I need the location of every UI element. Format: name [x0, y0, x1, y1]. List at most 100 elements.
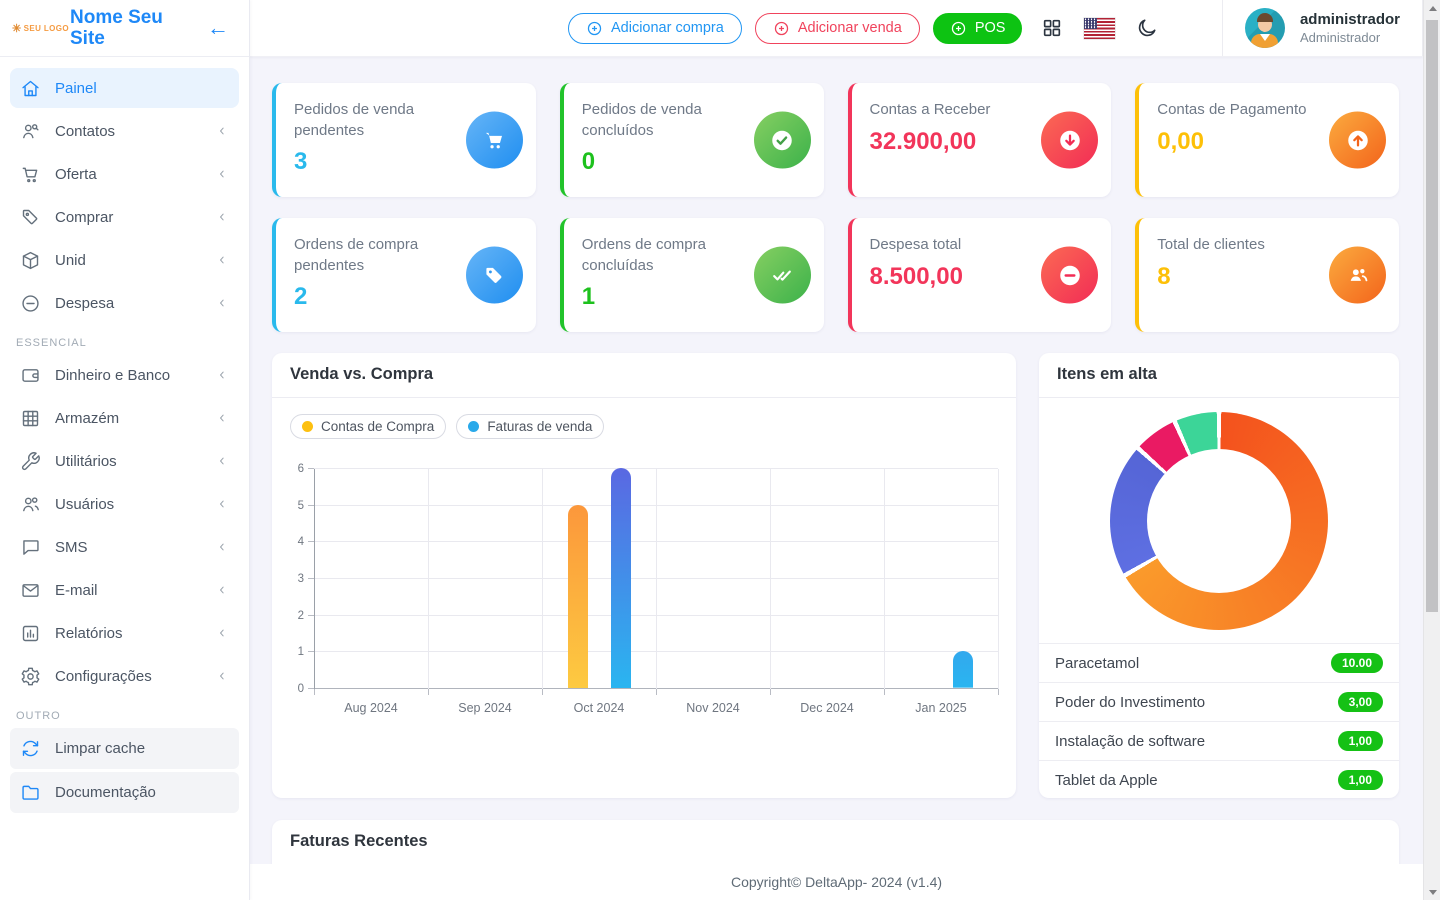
stat-card-title: Ordens de compra pendentes: [294, 236, 419, 274]
cart-icon: [20, 164, 41, 185]
sidebar-item-contatos[interactable]: Contatos: [10, 111, 239, 151]
sidebar-item-label: Contatos: [55, 122, 116, 140]
add-purchase-button[interactable]: Adicionar compra: [568, 12, 742, 44]
stat-card-value: 2: [294, 283, 308, 311]
y-axis-label: 6: [297, 463, 304, 475]
y-axis-label: 3: [297, 573, 304, 585]
x-axis-label: Nov 2024: [686, 701, 740, 715]
main-content: Pedidos de venda pendentes 3 Pedidos de ve…: [250, 57, 1423, 864]
chevron-left-icon: [215, 208, 229, 226]
stat-card-value: 1: [581, 283, 596, 311]
panel-title: Itens em alta: [1039, 353, 1399, 398]
stat-card-pedidos-de-venda-pendentes: Pedidos de venda pendentes 3: [272, 83, 536, 197]
hot-item-name: Poder do Investimento: [1055, 693, 1206, 711]
minus-circle-icon: [20, 293, 41, 314]
vertical-scrollbar[interactable]: [1423, 0, 1440, 900]
legend-item-contas-de-compra[interactable]: Contas de Compra: [290, 414, 447, 439]
bar-faturas-de-venda-jan-2025: [953, 651, 973, 688]
hot-item-paracetamol: Paracetamol 10.00: [1039, 643, 1399, 682]
sidebar-section-essencial: ESSENCIAL: [16, 337, 87, 349]
sidebar-item-label: Relatórios: [55, 624, 123, 642]
stat-card-title: Pedidos de venda pendentes: [294, 101, 415, 139]
sidebar-item-utilitarios[interactable]: Utilitários: [10, 441, 239, 481]
scroll-down-button[interactable]: [1424, 884, 1440, 900]
pos-button[interactable]: POS: [932, 12, 1023, 44]
folder-icon: [20, 782, 41, 803]
add-sale-button[interactable]: Adicionar venda: [754, 12, 920, 44]
user-menu[interactable]: administrador Administrador: [1221, 0, 1423, 56]
y-axis-label: 2: [297, 609, 304, 622]
sidebar-item-label: Usuários: [55, 495, 115, 513]
scrollbar-thumb[interactable]: [1426, 20, 1438, 612]
plus-circle-icon: [773, 20, 790, 37]
sidebar-item-label: Limpar cache: [55, 740, 146, 757]
hot-item-poder-do-investimento: Poder do Investimento 3,00: [1039, 682, 1399, 721]
y-axis-label: 5: [297, 499, 304, 512]
sidebar-item-label: Oferta: [55, 165, 97, 183]
brand-logo-text: SEU LOGO: [23, 23, 70, 33]
sidebar-item-unid[interactable]: Unid: [10, 240, 239, 280]
sidebar-item-comprar[interactable]: Comprar: [10, 197, 239, 237]
dark-mode-moon-icon[interactable]: [1136, 17, 1158, 39]
stat-card-contas-a-receber: Contas a Receber 32.900,00: [847, 83, 1112, 197]
stat-card-value: 0,00: [1157, 127, 1204, 155]
sidebar-item-dinheiro-e-banco[interactable]: Dinheiro e Banco: [10, 355, 239, 395]
sidebar-collapse-button[interactable]: ←: [207, 15, 229, 40]
sidebar-item-label: Despesa: [55, 294, 115, 312]
apps-grid-icon[interactable]: [1041, 17, 1063, 39]
stat-card-value: 32.900,00: [869, 127, 977, 155]
sidebar-item-despesa[interactable]: Despesa: [10, 283, 239, 323]
hot-item-badge: 1,00: [1337, 731, 1383, 751]
hot-item-badge: 3,00: [1337, 692, 1383, 712]
sidebar-item-configuracoes[interactable]: Configurações: [10, 656, 239, 696]
hot-item-instalacao-de-software: Instalação de software 1,00: [1039, 721, 1399, 760]
hot-item-name: Paracetamol: [1055, 654, 1140, 672]
site-title: Nome Seu Site: [70, 6, 163, 49]
chevron-left-icon: [215, 538, 229, 556]
cart-icon: [465, 111, 523, 169]
sidebar-item-relatorios[interactable]: Relatórios: [10, 613, 239, 653]
brand[interactable]: ✳ SEU LOGO Nome Seu Site ←: [0, 0, 249, 57]
sidebar-item-label: Utilitários: [55, 452, 117, 470]
sidebar-item-sms[interactable]: SMS: [10, 527, 239, 567]
language-flag-us-icon[interactable]: [1084, 17, 1116, 39]
legend-dot: [302, 421, 313, 432]
bar-faturas-de-venda-oct-2024: [611, 468, 631, 688]
bar-chart: 0 1 2 3 4 5 6 Aug 2024 Sep 2024 Oct 2024 Nov 2024 D…: [298, 463, 999, 715]
sidebar-item-usuarios[interactable]: Usuários: [10, 484, 239, 524]
x-axis-label: Dec 2024: [800, 701, 854, 715]
sidebar-item-limpar-cache[interactable]: Limpar cache: [10, 728, 239, 769]
legend-item-faturas-de-venda[interactable]: Faturas de venda: [456, 414, 605, 439]
hot-item-name: Tablet da Apple: [1055, 771, 1158, 789]
stat-card-total-de-clientes: Total de clientes 8: [1135, 218, 1399, 332]
brand-logo-icon: ✳ SEU LOGO: [12, 22, 70, 35]
sidebar-item-label: Comprar: [55, 208, 114, 226]
sidebar-item-e-mail[interactable]: E-mail: [10, 570, 239, 610]
refresh-icon: [20, 738, 41, 759]
scroll-up-button[interactable]: [1424, 0, 1440, 16]
users-icon: [1329, 246, 1386, 304]
hot-item-badge: 1,00: [1337, 770, 1383, 790]
chevron-left-icon: [215, 624, 229, 642]
sidebar-item-armazem[interactable]: Armazém: [10, 398, 239, 438]
copyright-text: Copyright© DeltaApp- 2024 (v1.4): [730, 874, 943, 890]
hot-item-badge: 10.00: [1330, 653, 1383, 673]
sidebar-item-painel[interactable]: Painel: [10, 68, 239, 108]
mail-icon: [20, 580, 41, 601]
sidebar-item-documentacao[interactable]: Documentação: [10, 772, 239, 813]
bar-contas-de-compra-oct-2024: [568, 504, 588, 688]
sidebar-item-oferta[interactable]: Oferta: [10, 154, 239, 194]
sales-vs-purchase-panel: Venda vs. Compra Contas de Compra Faturas…: [272, 353, 1016, 798]
chevron-left-icon: [215, 366, 229, 384]
sidebar-item-label: Armazém: [55, 409, 120, 427]
hot-items-list: Paracetamol 10.00 Poder do Investimento 3,0…: [1039, 643, 1399, 798]
gear-icon: [20, 666, 41, 687]
y-axis-label: 0: [297, 683, 304, 695]
sidebar-item-label: Configurações: [55, 667, 152, 685]
avatar: [1244, 8, 1285, 48]
charts-row: Venda vs. Compra Contas de Compra Faturas…: [272, 353, 1399, 798]
donut-chart: [1110, 411, 1328, 630]
minus-circle-icon: [1041, 246, 1099, 304]
sidebar-item-label: Documentação: [55, 784, 156, 801]
sidebar: ✳ SEU LOGO Nome Seu Site ← Painel Contatos…: [0, 0, 250, 900]
